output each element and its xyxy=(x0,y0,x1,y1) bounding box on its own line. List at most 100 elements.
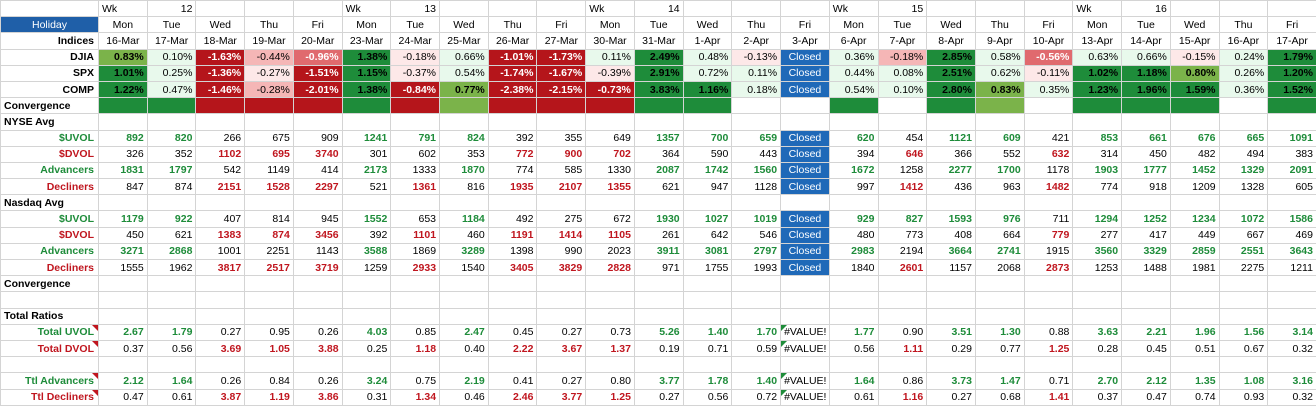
cell[interactable] xyxy=(1218,291,1269,309)
cell[interactable] xyxy=(439,194,489,212)
value-cell[interactable]: 2.12 xyxy=(98,372,148,390)
day-cell[interactable]: Fri xyxy=(292,16,343,34)
value-cell[interactable]: 2.47 xyxy=(439,323,489,341)
convergence-cell[interactable] xyxy=(585,97,635,115)
date-cell[interactable]: 13-Apr xyxy=(1072,32,1123,50)
value-cell[interactable]: 1482 xyxy=(1023,178,1074,196)
value-cell[interactable]: 1935 xyxy=(487,178,538,196)
cell[interactable] xyxy=(146,113,197,131)
cell[interactable] xyxy=(828,291,879,309)
pct-change-cell[interactable]: 1.52% xyxy=(1267,80,1316,99)
cell[interactable] xyxy=(1072,356,1123,374)
value-cell[interactable]: 1.79 xyxy=(146,323,197,341)
cell[interactable] xyxy=(536,194,587,212)
pct-change-cell[interactable]: 0.24% xyxy=(1218,48,1269,66)
value-cell[interactable]: 414 xyxy=(292,161,343,180)
date-cell[interactable]: 31-Mar xyxy=(633,32,684,50)
value-cell[interactable]: 277 xyxy=(1072,226,1123,244)
cell[interactable] xyxy=(439,356,489,374)
pct-change-cell[interactable]: 3.83% xyxy=(633,80,684,99)
cell[interactable] xyxy=(1218,0,1269,18)
value-cell[interactable]: 2873 xyxy=(1023,258,1074,277)
day-cell[interactable]: Thu xyxy=(487,16,538,34)
pct-change-cell[interactable]: -2.15% xyxy=(536,80,587,99)
pct-change-cell[interactable]: 0.35% xyxy=(1023,80,1074,99)
value-cell[interactable]: 649 xyxy=(585,129,635,147)
value-cell[interactable]: 3829 xyxy=(536,258,587,277)
pct-change-cell[interactable]: 0.54% xyxy=(439,64,489,82)
date-cell[interactable]: 26-Mar xyxy=(487,32,538,50)
pct-change-cell[interactable]: -0.96% xyxy=(292,48,343,66)
day-cell[interactable]: Fri xyxy=(536,16,587,34)
value-cell[interactable]: 3.14 xyxy=(1267,323,1316,341)
cell[interactable] xyxy=(390,194,441,212)
error-cell[interactable]: #VALUE! xyxy=(780,323,830,341)
pct-change-cell[interactable]: 1.79% xyxy=(1267,48,1316,66)
pct-change-cell[interactable]: -1.73% xyxy=(536,48,587,66)
cell[interactable] xyxy=(1072,291,1123,309)
cell[interactable] xyxy=(828,194,879,212)
value-cell[interactable]: 1962 xyxy=(146,258,197,277)
value-cell[interactable]: 521 xyxy=(341,178,392,196)
cell[interactable] xyxy=(926,275,976,293)
convergence-cell[interactable] xyxy=(244,97,294,115)
value-cell[interactable]: 1259 xyxy=(341,258,392,277)
cell[interactable] xyxy=(731,194,782,212)
value-cell[interactable]: 3719 xyxy=(292,258,343,277)
cell[interactable] xyxy=(292,194,343,212)
value-cell[interactable]: 0.68 xyxy=(974,388,1025,406)
value-cell[interactable]: 1903 xyxy=(1072,161,1123,180)
closed-cell[interactable]: Closed xyxy=(780,80,830,99)
value-cell[interactable]: 1552 xyxy=(341,210,392,228)
value-cell[interactable]: 301 xyxy=(341,145,392,163)
cell[interactable] xyxy=(1267,0,1316,18)
value-cell[interactable]: 791 xyxy=(390,129,441,147)
value-cell[interactable]: 326 xyxy=(98,145,148,163)
value-cell[interactable]: 585 xyxy=(536,161,587,180)
cell[interactable] xyxy=(292,291,343,309)
day-cell[interactable]: Thu xyxy=(244,16,294,34)
row-label[interactable]: $DVOL xyxy=(0,145,99,163)
value-cell[interactable]: 1797 xyxy=(146,161,197,180)
value-cell[interactable]: 394 xyxy=(828,145,879,163)
value-cell[interactable]: 2151 xyxy=(195,178,246,196)
value-cell[interactable]: 0.27 xyxy=(536,323,587,341)
cell[interactable] xyxy=(244,275,294,293)
cell[interactable] xyxy=(682,291,733,309)
pct-change-cell[interactable]: -1.63% xyxy=(195,48,246,66)
value-cell[interactable]: 1555 xyxy=(98,258,148,277)
cell[interactable] xyxy=(98,356,148,374)
value-cell[interactable]: 454 xyxy=(877,129,928,147)
value-cell[interactable]: 0.71 xyxy=(682,339,733,358)
value-cell[interactable]: 918 xyxy=(1121,178,1171,196)
convergence-cell[interactable] xyxy=(390,97,441,115)
cell[interactable] xyxy=(1023,113,1074,131)
cell[interactable] xyxy=(926,0,976,18)
value-cell[interactable]: 1.25 xyxy=(1023,339,1074,358)
convergence-cell[interactable] xyxy=(974,97,1025,115)
value-cell[interactable]: 0.93 xyxy=(1218,388,1269,406)
value-cell[interactable]: 1831 xyxy=(98,161,148,180)
cell[interactable] xyxy=(390,113,441,131)
cell[interactable] xyxy=(877,356,928,374)
cell[interactable] xyxy=(487,275,538,293)
value-cell[interactable]: 450 xyxy=(1121,145,1171,163)
pct-change-cell[interactable]: 0.44% xyxy=(828,64,879,82)
value-cell[interactable]: 774 xyxy=(487,161,538,180)
cell[interactable] xyxy=(341,307,392,325)
value-cell[interactable]: 672 xyxy=(585,210,635,228)
pct-change-cell[interactable]: 2.91% xyxy=(633,64,684,82)
row-label[interactable]: $UVOL xyxy=(0,210,99,228)
pct-change-cell[interactable]: -0.44% xyxy=(244,48,294,66)
day-cell[interactable]: Tue xyxy=(1121,16,1171,34)
value-cell[interactable]: 1209 xyxy=(1169,178,1220,196)
value-cell[interactable]: 449 xyxy=(1169,226,1220,244)
cell[interactable] xyxy=(1169,356,1220,374)
cell[interactable] xyxy=(974,291,1025,309)
value-cell[interactable]: 2173 xyxy=(341,161,392,180)
cell[interactable] xyxy=(146,356,197,374)
pct-change-cell[interactable]: 1.38% xyxy=(341,48,392,66)
pct-change-cell[interactable]: -0.11% xyxy=(1023,64,1074,82)
cell[interactable] xyxy=(1121,307,1171,325)
value-cell[interactable]: 2275 xyxy=(1218,258,1269,277)
